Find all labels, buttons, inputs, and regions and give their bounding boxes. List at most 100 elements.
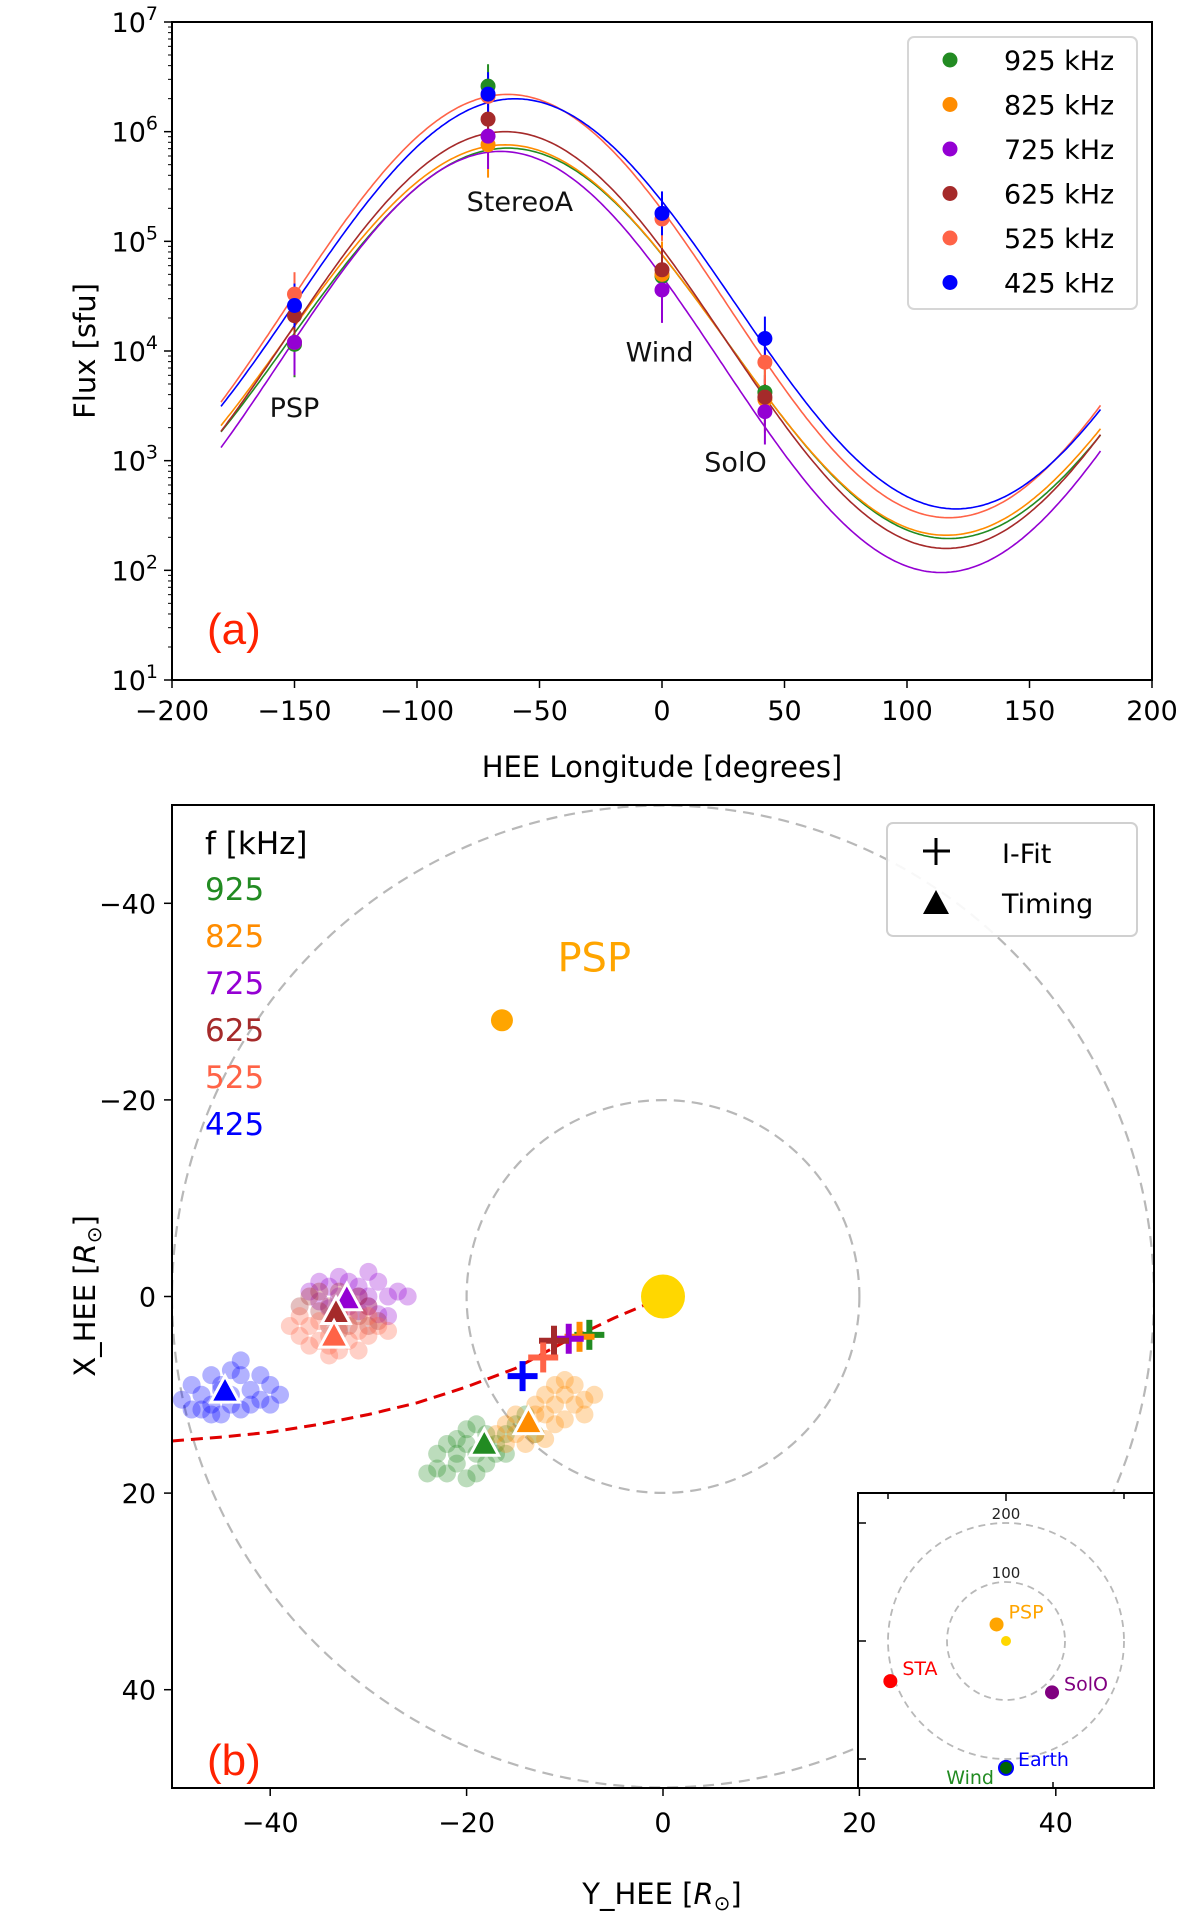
timing-sample — [290, 1307, 309, 1326]
timing-sample — [202, 1366, 221, 1385]
legend-marker — [942, 275, 958, 290]
legend-label: 925 kHz — [1004, 46, 1114, 77]
timing-sample — [241, 1395, 260, 1414]
timing-sample — [369, 1272, 388, 1291]
panel-a: PSP StereoA Wind SolO −200 −150 −100 −50 0 50 100… — [68, 3, 1178, 784]
timing-sample — [379, 1307, 398, 1326]
timing-sample — [565, 1375, 584, 1394]
data-points — [287, 64, 773, 445]
x-tick-label: −40 — [242, 1808, 299, 1839]
timing-sample — [565, 1395, 584, 1414]
data-point — [287, 286, 302, 302]
data-point — [480, 86, 496, 102]
timing-sample — [359, 1297, 378, 1316]
timing-sample — [545, 1415, 564, 1434]
marker-legend: I-Fit Timing — [886, 822, 1138, 937]
timing-sample — [280, 1316, 299, 1335]
timing-sample — [320, 1346, 339, 1365]
timing-marker-525 — [317, 1317, 351, 1349]
legend-label: 825 kHz — [1004, 91, 1114, 122]
timing-sample — [428, 1444, 447, 1463]
freq-legend-entries: 925 825 725 625 525 425 — [205, 872, 264, 1143]
inset-circle-label: 200 — [992, 1505, 1021, 1523]
timing-sample — [359, 1262, 378, 1281]
inset-map: 100 200 PSP STA SolO Earth Wind — [857, 1492, 1155, 1789]
freq-legend-title: f [kHz] — [205, 826, 308, 862]
legend-label: 525 kHz — [1004, 224, 1114, 255]
panel-label-b: (b) — [207, 1736, 261, 1785]
timing-sample — [300, 1282, 319, 1301]
x-tick-label: 0 — [653, 696, 670, 727]
inset-circle — [946, 1581, 1066, 1701]
timing-marker-825 — [511, 1404, 546, 1436]
timing-sample — [506, 1405, 525, 1424]
ifit-marker-625 — [538, 1325, 569, 1356]
timing-sample — [467, 1415, 486, 1434]
inset-circle — [887, 1522, 1125, 1760]
panel-label-a: (a) — [207, 605, 261, 654]
timing-sample — [496, 1415, 515, 1434]
inset-label-solo: SolO — [1064, 1673, 1108, 1695]
timing-sample — [467, 1464, 486, 1483]
timing-sample — [241, 1380, 260, 1399]
data-point — [757, 389, 773, 405]
timing-sample — [290, 1297, 309, 1316]
freq-legend-625: 625 — [205, 1013, 264, 1049]
timing-sample — [555, 1385, 574, 1404]
timing-sample — [496, 1444, 515, 1463]
x-axis-title: Y_HEE [R⊙] — [581, 1877, 741, 1915]
timing-markers — [208, 1280, 546, 1457]
ifit-legend-label: I-Fit — [1002, 839, 1051, 870]
timing-sample — [437, 1434, 456, 1453]
y-tick-label: 104 — [112, 332, 158, 368]
timing-sample — [428, 1459, 447, 1478]
timing-sample — [487, 1425, 506, 1444]
x-axis-ticks: −40 −20 0 20 40 — [242, 1788, 1073, 1839]
timing-sample — [261, 1375, 280, 1394]
spacecraft-label: Wind — [626, 338, 694, 369]
timing-sample — [437, 1464, 456, 1483]
fit-curve-825kHz — [220, 143, 1102, 536]
timing-sample — [457, 1434, 476, 1453]
timing-sample — [310, 1292, 329, 1311]
timing-sample — [349, 1307, 368, 1326]
data-point — [757, 404, 773, 420]
inset-circle-label: 100 — [992, 1564, 1021, 1582]
inset-marker-solo — [1045, 1685, 1060, 1700]
timing-sample — [457, 1420, 476, 1439]
timing-sample — [329, 1267, 348, 1286]
timing-sample — [447, 1454, 466, 1473]
timing-sample — [359, 1326, 378, 1345]
data-point — [654, 282, 670, 298]
legend-entries: 925 kHz 825 kHz 725 kHz 625 kHz 525 kHz 425 k… — [942, 46, 1114, 300]
fit-curve-625kHz — [220, 130, 1102, 550]
legend-label: 425 kHz — [1004, 269, 1114, 300]
y-tick-label: 0 — [139, 1283, 156, 1314]
timing-sample — [388, 1282, 407, 1301]
timing-sample — [212, 1405, 231, 1424]
ifit-marker-525 — [528, 1342, 559, 1373]
timing-legend-icon — [923, 890, 949, 914]
timing-sample — [251, 1390, 270, 1409]
y-tick-label: 102 — [112, 551, 158, 587]
sun-disk — [641, 1274, 685, 1319]
x-tick-label: 100 — [881, 696, 933, 727]
y-tick-label: 40 — [122, 1676, 156, 1707]
timing-sample — [182, 1375, 201, 1394]
legend-marker — [942, 186, 958, 201]
timing-sample — [457, 1469, 476, 1488]
timing-sample — [359, 1307, 378, 1326]
timing-sample — [300, 1287, 319, 1306]
timing-sample — [271, 1385, 290, 1404]
psp-label: PSP — [557, 935, 631, 981]
sun — [641, 1274, 685, 1319]
y-axis-ticks: −40 −20 0 20 40 — [99, 889, 172, 1707]
x-tick-label: 40 — [1039, 1808, 1073, 1839]
data-point — [757, 331, 773, 347]
timing-marker-925 — [467, 1425, 502, 1457]
freq-legend-525: 525 — [205, 1060, 264, 1096]
psp-position — [490, 1009, 513, 1032]
timing-legend-label: Timing — [1001, 889, 1093, 920]
timing-sample — [359, 1297, 378, 1316]
